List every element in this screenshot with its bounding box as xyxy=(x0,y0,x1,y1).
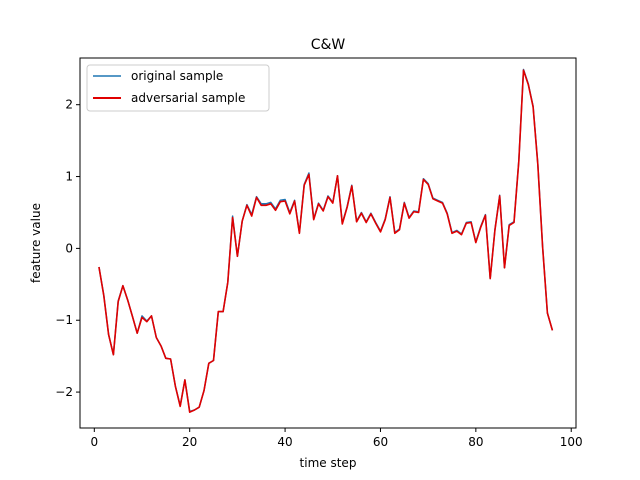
series-layer xyxy=(98,68,554,414)
y-tick-label: 0 xyxy=(65,241,73,255)
x-tick-label: 100 xyxy=(560,435,583,449)
legend-label-adversarial: adversarial sample xyxy=(131,91,245,105)
x-tick-label: 60 xyxy=(373,435,388,449)
x-tick-label: 20 xyxy=(182,435,197,449)
legend: original sample adversarial sample xyxy=(86,64,270,112)
x-axis-label: time step xyxy=(300,456,357,470)
series-line-adversarial xyxy=(98,69,554,414)
y-tick-label: −2 xyxy=(55,385,73,399)
chart-title: C&W xyxy=(311,37,346,53)
axes-layer: 0 20 40 60 80 100 −2 −1 0 1 2 xyxy=(55,98,582,449)
x-tick-label: 80 xyxy=(468,435,483,449)
legend-label-original: original sample xyxy=(131,69,223,83)
legend-box xyxy=(86,64,270,112)
y-tick-label: 2 xyxy=(65,98,73,112)
plot-frame xyxy=(79,57,577,429)
y-tick-label: 1 xyxy=(65,170,73,184)
x-tick-label: 40 xyxy=(277,435,292,449)
y-axis-label: feature value xyxy=(29,203,43,283)
x-tick-label: 0 xyxy=(90,435,98,449)
y-tick-label: −1 xyxy=(55,313,73,327)
